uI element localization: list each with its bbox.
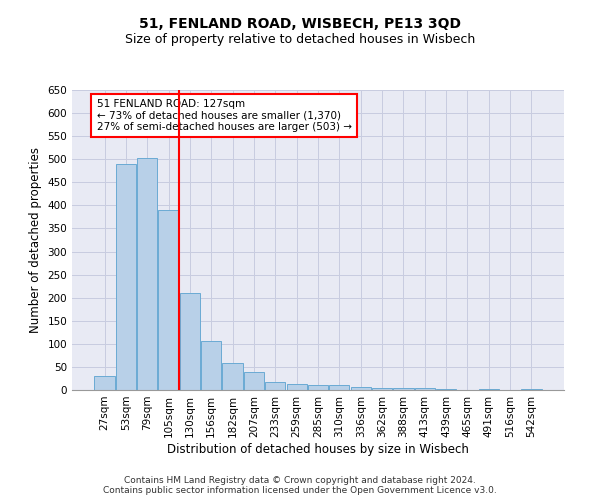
Text: Size of property relative to detached houses in Wisbech: Size of property relative to detached ho…: [125, 32, 475, 46]
Bar: [137, 158, 157, 390]
Y-axis label: Number of detached properties: Number of detached properties: [29, 147, 42, 333]
Bar: [244, 372, 264, 390]
Bar: [393, 388, 413, 390]
Bar: [94, 376, 115, 390]
Bar: [308, 385, 328, 390]
Bar: [265, 382, 286, 390]
Bar: [521, 388, 542, 390]
Text: 51 FENLAND ROAD: 127sqm
← 73% of detached houses are smaller (1,370)
27% of semi: 51 FENLAND ROAD: 127sqm ← 73% of detache…: [97, 99, 352, 132]
Bar: [479, 389, 499, 390]
Text: 51, FENLAND ROAD, WISBECH, PE13 3QD: 51, FENLAND ROAD, WISBECH, PE13 3QD: [139, 18, 461, 32]
Bar: [223, 363, 243, 390]
Bar: [116, 164, 136, 390]
Bar: [436, 389, 456, 390]
Bar: [287, 384, 307, 390]
Bar: [329, 386, 349, 390]
Bar: [158, 210, 179, 390]
Bar: [372, 388, 392, 390]
Bar: [180, 293, 200, 390]
X-axis label: Distribution of detached houses by size in Wisbech: Distribution of detached houses by size …: [167, 442, 469, 456]
Bar: [201, 340, 221, 390]
Bar: [350, 387, 371, 390]
Text: Contains HM Land Registry data © Crown copyright and database right 2024.
Contai: Contains HM Land Registry data © Crown c…: [103, 476, 497, 495]
Bar: [415, 388, 435, 390]
